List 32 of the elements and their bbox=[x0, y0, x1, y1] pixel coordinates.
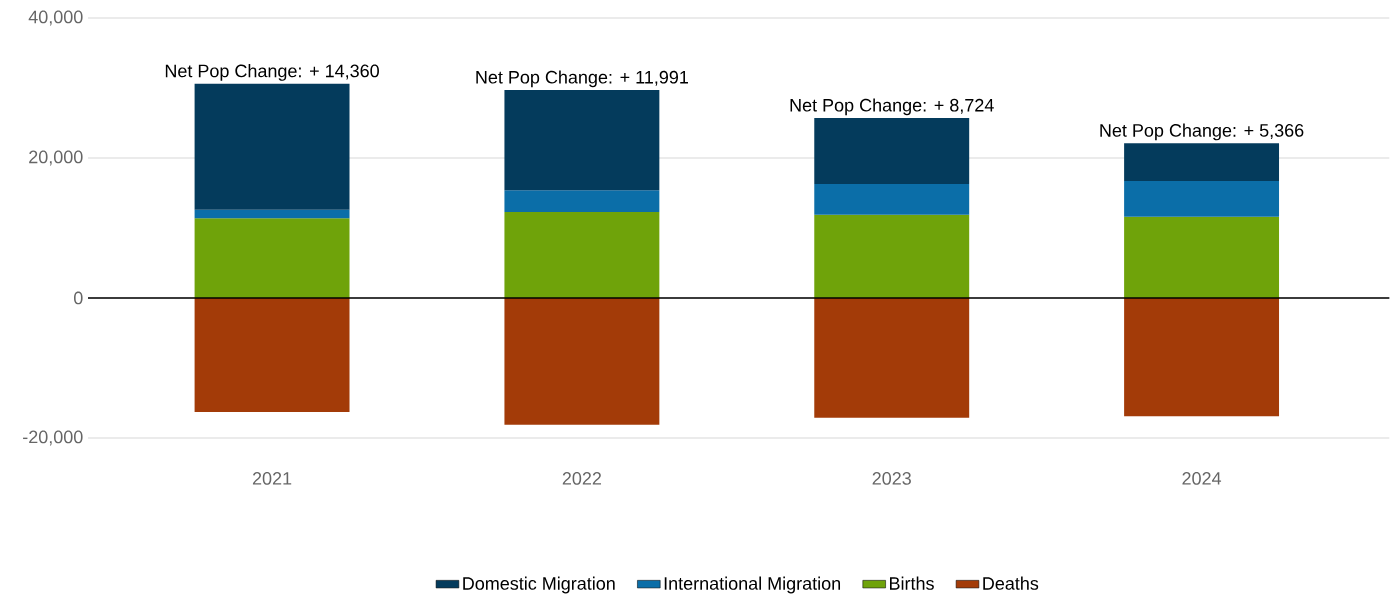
x-tick-label: 2022 bbox=[562, 472, 602, 485]
x-tick-label: 2021 bbox=[252, 472, 292, 485]
bar bbox=[814, 118, 970, 184]
bar bbox=[504, 211, 660, 298]
legend-label: International Migration bbox=[664, 576, 841, 594]
annotation: Net Pop Change: + 5,366 bbox=[1100, 123, 1304, 141]
bar bbox=[504, 190, 660, 212]
bar bbox=[1124, 216, 1280, 298]
y-tick-label: 20,000 bbox=[29, 150, 83, 166]
annotation: Net Pop Change: + 14,360 bbox=[165, 64, 379, 81]
bar bbox=[1124, 297, 1280, 417]
annotation: Net Pop Change: + 8,724 bbox=[790, 98, 994, 116]
legend-label: Domestic Migration bbox=[463, 576, 615, 594]
bar bbox=[504, 297, 660, 425]
legend-label: Births bbox=[890, 576, 934, 590]
bar bbox=[814, 183, 970, 215]
x-tick-label: 2024 bbox=[1182, 472, 1222, 485]
bar bbox=[194, 218, 350, 298]
bar bbox=[504, 90, 660, 191]
bar bbox=[194, 83, 350, 210]
legend-label: Deaths bbox=[983, 576, 1039, 590]
bar bbox=[814, 214, 970, 298]
bar bbox=[1124, 143, 1280, 182]
y-tick-label: 40,000 bbox=[28, 10, 83, 26]
annotation: Net Pop Change: + 11,991 bbox=[476, 70, 688, 88]
y-tick-label: 0 bbox=[74, 291, 83, 305]
bar bbox=[194, 297, 350, 413]
x-tick-label: 2023 bbox=[872, 472, 911, 485]
bar bbox=[814, 297, 970, 418]
bar bbox=[194, 209, 350, 219]
y-tick-label: -20,000 bbox=[23, 430, 83, 446]
bar bbox=[1124, 181, 1280, 217]
